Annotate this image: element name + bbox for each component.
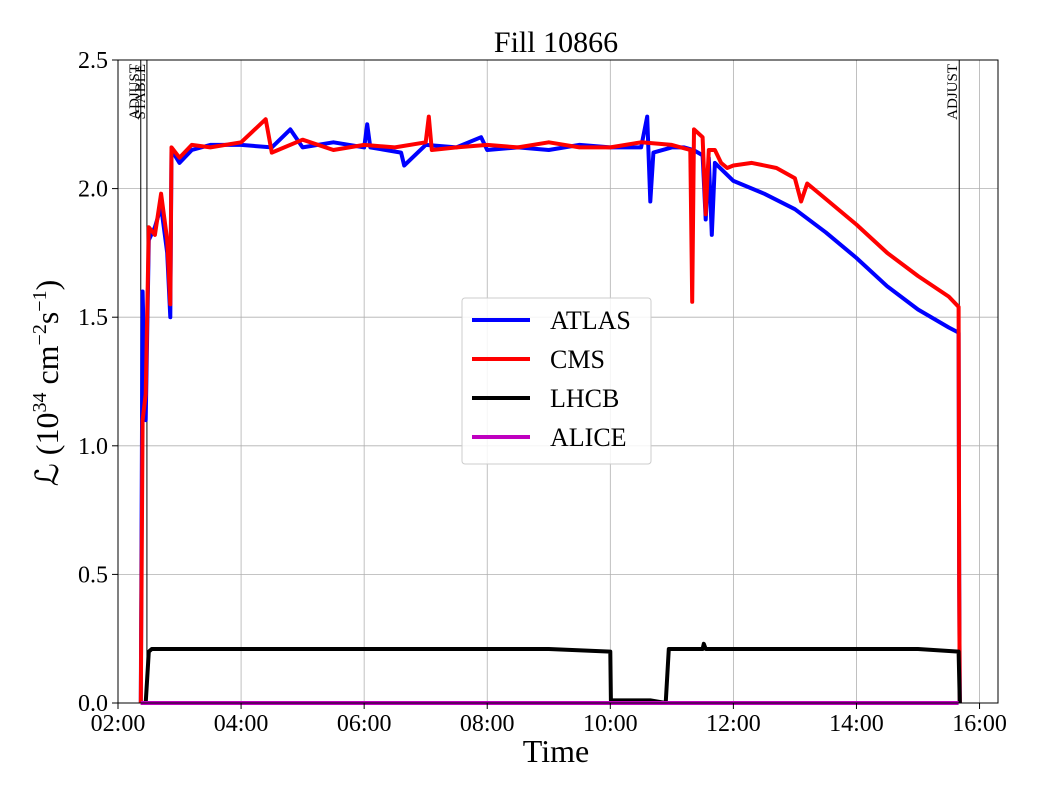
x-tick-label: 02:00 xyxy=(91,711,146,737)
x-tick-label: 08:00 xyxy=(460,711,515,737)
y-axis-label: ℒ (1034 cm−2s−1) xyxy=(29,280,65,486)
x-axis-label: Time xyxy=(523,733,589,769)
x-tick-label: 12:00 xyxy=(706,711,761,737)
marker-label: ADJUST xyxy=(945,64,961,120)
y-tick-label: 2.5 xyxy=(78,48,108,74)
x-tick-label: 10:00 xyxy=(583,711,638,737)
y-label-prefix: ℒ (10 xyxy=(29,413,65,487)
y-label-suffix: ) xyxy=(29,280,65,291)
legend-label-cms: CMS xyxy=(550,345,605,374)
marker-label: ADJUST xyxy=(127,64,143,120)
y-label-s: s xyxy=(29,312,65,324)
x-tick-label: 04:00 xyxy=(214,711,269,737)
marker-label: STABLE xyxy=(133,64,149,119)
y-tick-label: 0.5 xyxy=(78,562,108,588)
y-label-exp1: 34 xyxy=(29,393,51,413)
legend-label-alice: ALICE xyxy=(550,423,627,452)
y-tick-label: 2.0 xyxy=(78,177,108,203)
y-tick-label: 1.0 xyxy=(78,434,108,460)
ticks: 02:00 04:00 06:00 08:00 10:00 12:00 14:00 16:00… xyxy=(78,48,1007,737)
x-tick-label: 14:00 xyxy=(829,711,884,737)
legend-box xyxy=(461,297,652,465)
x-tick-label: 06:00 xyxy=(337,711,392,737)
y-tick-label: 0.0 xyxy=(78,691,108,717)
series-line-lhcb xyxy=(140,641,962,705)
y-label-mid: cm xyxy=(29,345,65,392)
legend-label-lhcb: LHCB xyxy=(550,384,619,413)
x-tick-label: 16:00 xyxy=(952,711,1007,737)
chart-title: Fill 10866 xyxy=(494,26,618,59)
y-label-exp3: −1 xyxy=(29,290,51,311)
plot-frame xyxy=(117,59,999,704)
y-tick-label: 1.5 xyxy=(78,305,108,331)
y-label-exp2: −2 xyxy=(29,324,51,345)
legend-label-atlas: ATLAS xyxy=(550,306,631,335)
series-line-cms xyxy=(138,114,962,704)
legend: ATLAS CMS LHCB ALICE xyxy=(461,297,652,465)
